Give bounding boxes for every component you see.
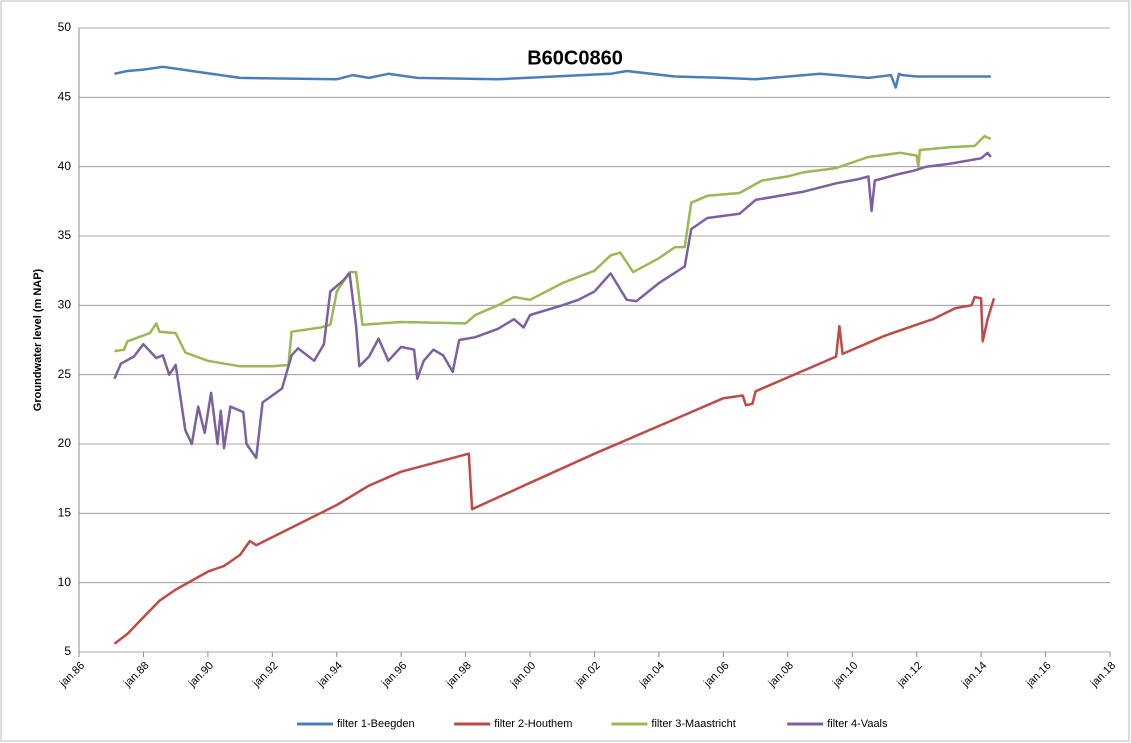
series-line	[113, 151, 992, 460]
y-tick-label: 50	[58, 20, 72, 34]
series-line	[114, 134, 992, 368]
y-axis-label: Groundwater level (m NAP)	[32, 268, 44, 411]
legend-label: filter 2-Houthem	[494, 718, 572, 730]
chart-title: B60C0860	[527, 47, 623, 69]
y-tick-label: 20	[58, 436, 72, 450]
legend-label: filter 3-Maastricht	[651, 718, 735, 730]
y-tick-label: 25	[58, 367, 72, 381]
y-tick-label: 30	[58, 298, 72, 312]
y-tick-label: 35	[58, 228, 72, 242]
y-tick-label: 40	[58, 159, 72, 173]
y-tick-label: 45	[58, 90, 72, 104]
legend-label: filter 4-Vaals	[827, 718, 888, 730]
series-line	[114, 65, 991, 89]
y-tick-label: 10	[58, 575, 72, 589]
legend-label: filter 1-Beegden	[337, 718, 415, 730]
y-tick-label: 15	[58, 506, 72, 520]
y-tick-label: 5	[64, 644, 71, 658]
series-line	[113, 295, 996, 645]
